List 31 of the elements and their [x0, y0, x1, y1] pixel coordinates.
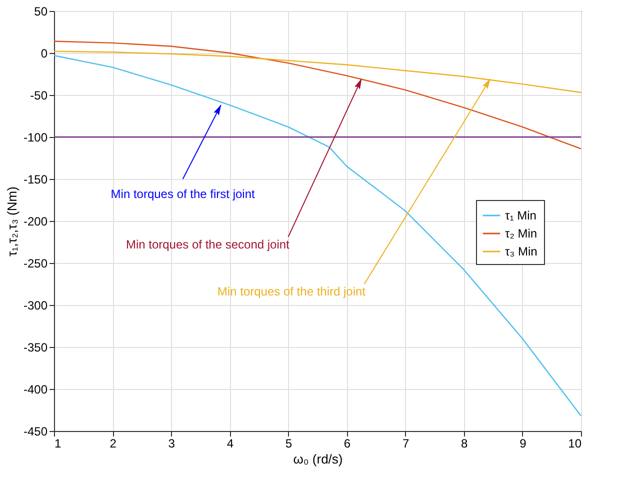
y-tick-label: -300: [23, 298, 48, 312]
legend-label: τ₂ Min: [505, 226, 538, 240]
x-tick-label: 9: [520, 436, 527, 450]
y-tick-label: -250: [23, 256, 48, 270]
y-tick-label: -200: [23, 214, 48, 228]
y-tick-label: -100: [23, 130, 48, 144]
x-tick-label: 8: [461, 436, 468, 450]
y-tick-label: -150: [23, 172, 48, 186]
x-tick-label: 2: [110, 436, 117, 450]
y-tick-label: -50: [30, 88, 48, 102]
x-tick-label: 6: [344, 436, 351, 450]
legend-label: τ₁ Min: [505, 208, 536, 222]
x-tick-label: 10: [568, 436, 582, 450]
y-tick-label: -350: [23, 340, 48, 354]
x-tick-label: 1: [54, 436, 62, 450]
annotation: Min torques of the second joint: [126, 237, 290, 252]
annotation: Min torques of the first joint: [110, 187, 256, 202]
x-tick-label: 4: [226, 436, 234, 450]
y-axis-title: τ₁,τ₂,τ₃ (Nm): [4, 186, 20, 256]
y-tick-label: 0: [40, 46, 48, 60]
line-series: [53, 40, 582, 150]
y-tick-label: -450: [23, 424, 48, 438]
legend-label: τ₃ Min: [505, 244, 538, 258]
x-tick-label: 7: [402, 436, 410, 450]
x-axis-title: ω₀ (rd/s): [293, 452, 343, 466]
x-tick-label: 5: [285, 436, 292, 450]
line-series: [53, 54, 582, 416]
y-tick-label: -400: [23, 382, 48, 396]
x-tick-label: 3: [168, 436, 176, 450]
y-tick-label: 50: [34, 4, 48, 18]
annotation: Min torques of the third joint: [217, 284, 366, 299]
